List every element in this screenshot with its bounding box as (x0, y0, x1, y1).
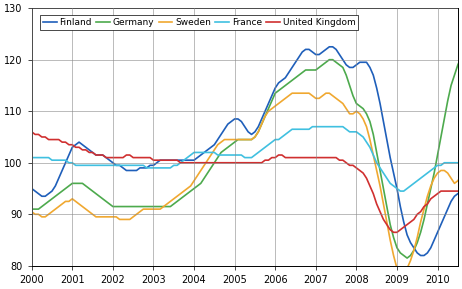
Finland (327, 45, 332, 49)
Germany (442, 117, 447, 121)
France (205, 151, 210, 154)
Sweden (188, 184, 194, 188)
Finland (418, 254, 423, 257)
France (310, 125, 315, 128)
Finland (252, 130, 258, 134)
Germany (458, 55, 462, 59)
United Kingdom (458, 189, 462, 193)
Line: Finland: Finland (32, 47, 461, 255)
United Kingdom (205, 161, 210, 164)
United Kingdom (391, 231, 396, 234)
Finland (205, 148, 210, 152)
United Kingdom (252, 161, 258, 164)
Line: Germany: Germany (32, 57, 461, 258)
Legend: Finland, Germany, Sweden, France, United Kingdom: Finland, Germany, Sweden, France, United… (41, 15, 358, 30)
Sweden (252, 135, 258, 139)
Line: France: France (32, 127, 461, 191)
France (252, 153, 258, 157)
Finland (29, 187, 35, 190)
Sweden (134, 212, 140, 216)
Germany (188, 189, 194, 193)
United Kingdom (29, 130, 35, 134)
France (29, 156, 35, 159)
Finland (401, 220, 407, 224)
Finland (458, 189, 462, 193)
Sweden (289, 91, 295, 95)
Finland (445, 208, 450, 211)
Germany (29, 208, 35, 211)
Finland (134, 169, 140, 172)
France (445, 161, 450, 164)
Germany (252, 135, 258, 139)
France (404, 187, 410, 190)
United Kingdom (134, 156, 140, 159)
Sweden (205, 158, 210, 162)
Germany (134, 205, 140, 208)
United Kingdom (401, 225, 407, 229)
United Kingdom (188, 161, 194, 164)
Sweden (458, 174, 462, 177)
France (188, 153, 194, 157)
Sweden (404, 267, 410, 270)
Germany (398, 251, 403, 255)
Germany (205, 171, 210, 175)
Sweden (445, 171, 450, 175)
France (458, 161, 462, 164)
United Kingdom (442, 189, 447, 193)
Sweden (29, 210, 35, 214)
Germany (404, 256, 410, 260)
France (134, 164, 140, 167)
Line: Sweden: Sweden (32, 93, 461, 273)
Finland (188, 158, 194, 162)
Sweden (398, 272, 403, 275)
France (398, 189, 403, 193)
Line: United Kingdom: United Kingdom (32, 132, 461, 232)
